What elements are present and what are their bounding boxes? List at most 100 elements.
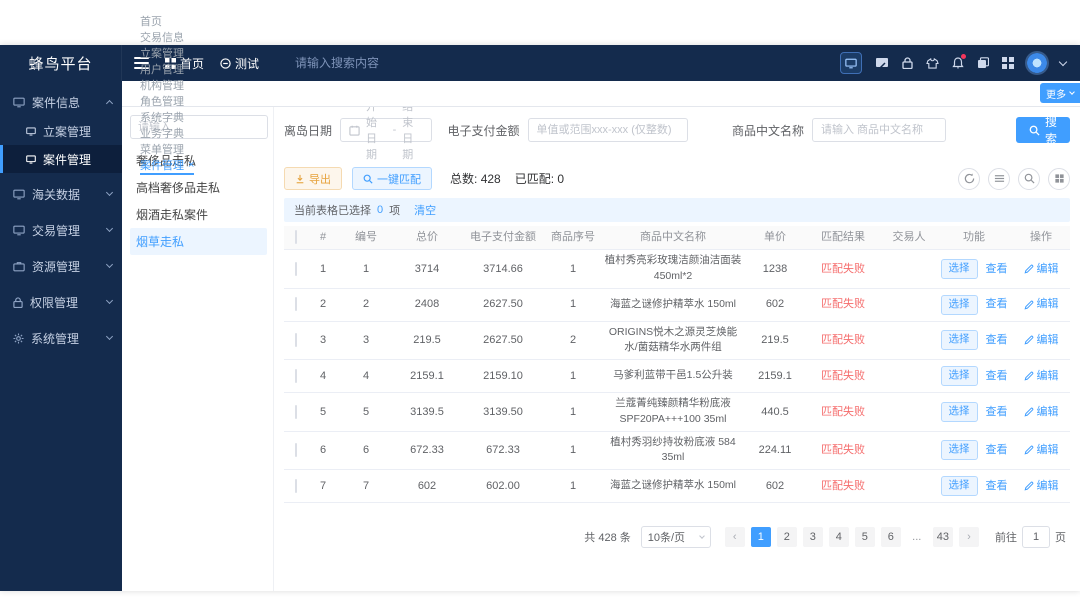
page-tab[interactable]: 业务字典 × [140, 125, 194, 141]
user-menu-chevron-down-icon[interactable] [1058, 57, 1068, 66]
edit-link[interactable]: 编辑 [1036, 444, 1059, 456]
more-button-label: 更多 [1046, 89, 1066, 101]
row-checkbox[interactable] [295, 333, 297, 347]
tree-search-input[interactable] [130, 115, 268, 139]
header-search[interactable] [295, 54, 436, 72]
notification-bell-icon[interactable] [952, 54, 966, 69]
clear-selection-link[interactable]: 清空 [414, 205, 437, 217]
edit-link[interactable]: 编辑 [1036, 262, 1059, 275]
view-link[interactable]: 查看 [985, 405, 1008, 418]
product-name-input[interactable] [811, 118, 946, 142]
sidebar-group-system-management[interactable]: 系统管理 [0, 323, 122, 353]
date-range-picker[interactable]: 开始日期 - 结束日期 [340, 101, 432, 161]
view-link[interactable]: 查看 [985, 479, 1008, 492]
row-checkbox[interactable] [295, 297, 297, 312]
search-button[interactable]: 搜索 [1015, 115, 1070, 146]
tree-item[interactable]: 高档奢侈品走私 [130, 174, 267, 201]
row-checkbox[interactable] [295, 368, 297, 383]
select-button[interactable]: 选择 [940, 258, 978, 279]
view-link[interactable]: 查看 [985, 298, 1008, 311]
page-tab[interactable]: 案件管理 × [140, 157, 195, 175]
page-tab[interactable]: 系统字典 × [140, 109, 194, 125]
screen-monitor-button[interactable] [840, 52, 862, 74]
tab-close-icon[interactable]: × [188, 158, 195, 171]
page-number-button[interactable]: 3 [802, 527, 823, 547]
view-link[interactable]: 查看 [985, 369, 1008, 382]
page-number-button[interactable]: 5 [854, 527, 875, 547]
select-button[interactable]: 选择 [940, 476, 978, 496]
view-link[interactable]: 查看 [985, 334, 1008, 346]
sidebar-group-case-info[interactable]: 案件信息 [0, 87, 122, 117]
layers-copy-icon[interactable] [977, 57, 989, 69]
prev-page-button[interactable]: ‹ [724, 527, 745, 547]
match-button-label: 一键匹配 [377, 173, 421, 186]
header-search-input[interactable] [295, 56, 436, 70]
more-tabs-button[interactable]: 更多 [1040, 83, 1080, 103]
page-tab[interactable]: 首页 × [140, 13, 194, 29]
page-number-button[interactable]: 6 [880, 527, 901, 547]
theme-skin-icon[interactable] [926, 57, 939, 69]
end-date-placeholder: 结束日期 [402, 101, 414, 161]
goto-page-input[interactable] [1022, 526, 1050, 548]
edit-link[interactable]: 编辑 [1036, 334, 1059, 346]
select-button[interactable]: 选择 [940, 294, 978, 315]
view-link[interactable]: 查看 [985, 444, 1008, 456]
user-avatar[interactable] [1027, 53, 1047, 73]
sidebar-item-case-management[interactable]: 案件管理 [0, 145, 122, 173]
select-button[interactable]: 选择 [940, 401, 978, 422]
search-icon [1029, 125, 1040, 136]
row-checkbox[interactable] [295, 404, 297, 419]
cell-trader [882, 337, 936, 343]
page-number-button[interactable]: 4 [828, 527, 849, 547]
export-button[interactable]: 导出 [284, 167, 342, 190]
lock-icon[interactable] [902, 57, 913, 69]
select-button[interactable]: 选择 [940, 330, 978, 351]
zoom-icon[interactable] [1018, 167, 1040, 190]
tree-item[interactable]: 奢侈品走私 [130, 147, 267, 174]
sidebar-group-transaction-management[interactable]: 交易管理 [0, 215, 122, 245]
sidebar-group-permission-management[interactable]: 权限管理 [0, 287, 122, 317]
epay-amount-input[interactable] [527, 118, 688, 142]
top-header: 蜂鸟平台 首页 测试 [0, 45, 1080, 81]
sidebar-group-resource-management[interactable]: 资源管理 [0, 251, 122, 281]
page-tab[interactable]: 机构管理 × [140, 77, 194, 93]
page-number-button[interactable]: 43 [932, 527, 953, 547]
one-click-match-button[interactable]: 一键匹配 [352, 167, 432, 190]
next-page-button[interactable]: › [959, 527, 979, 547]
apps-grid-icon[interactable] [1002, 57, 1014, 69]
sidebar-item-filing-management[interactable]: 立案管理 [0, 117, 122, 145]
page-tab[interactable]: 菜单管理 × [140, 141, 194, 157]
screencast-icon[interactable] [875, 57, 889, 69]
date-separator: - [392, 124, 397, 136]
tree-item[interactable]: 烟酒走私案件 [130, 201, 267, 228]
edit-link[interactable]: 编辑 [1036, 479, 1059, 492]
page-tab[interactable]: 交易信息 × [140, 29, 194, 45]
row-checkbox[interactable] [295, 478, 297, 493]
hamburger-menu-icon[interactable] [134, 57, 149, 69]
page-number-button[interactable]: 2 [776, 527, 797, 547]
view-link[interactable]: 查看 [985, 262, 1008, 275]
page-number-button[interactable]: ... [912, 531, 922, 543]
edit-link[interactable]: 编辑 [1036, 405, 1059, 418]
test-shortcut[interactable]: 测试 [220, 55, 259, 72]
tree-item[interactable]: 烟草走私 [130, 228, 267, 255]
refresh-icon[interactable] [958, 167, 980, 190]
row-checkbox[interactable] [295, 261, 297, 276]
select-button[interactable]: 选择 [940, 440, 978, 461]
page-tab[interactable]: 立案管理 × [140, 45, 194, 61]
density-icon[interactable] [988, 167, 1010, 190]
cell-match-result: 匹配失败 [821, 298, 865, 311]
home-shortcut[interactable]: 首页 [165, 55, 204, 72]
page-tab[interactable]: 用户管理 × [140, 61, 194, 77]
edit-link[interactable]: 编辑 [1036, 298, 1059, 311]
select-button[interactable]: 选择 [940, 366, 978, 386]
monitor-icon [26, 154, 36, 164]
select-all-checkbox[interactable] [295, 230, 297, 245]
row-checkbox[interactable] [295, 443, 297, 457]
page-size-select[interactable]: 10条/页 [640, 526, 711, 548]
page-tab[interactable]: 角色管理 × [140, 93, 194, 109]
edit-link[interactable]: 编辑 [1036, 369, 1059, 382]
page-number-button[interactable]: 1 [750, 527, 771, 547]
column-settings-icon[interactable] [1048, 167, 1070, 190]
sidebar-group-customs-data[interactable]: 海关数据 [0, 179, 122, 209]
